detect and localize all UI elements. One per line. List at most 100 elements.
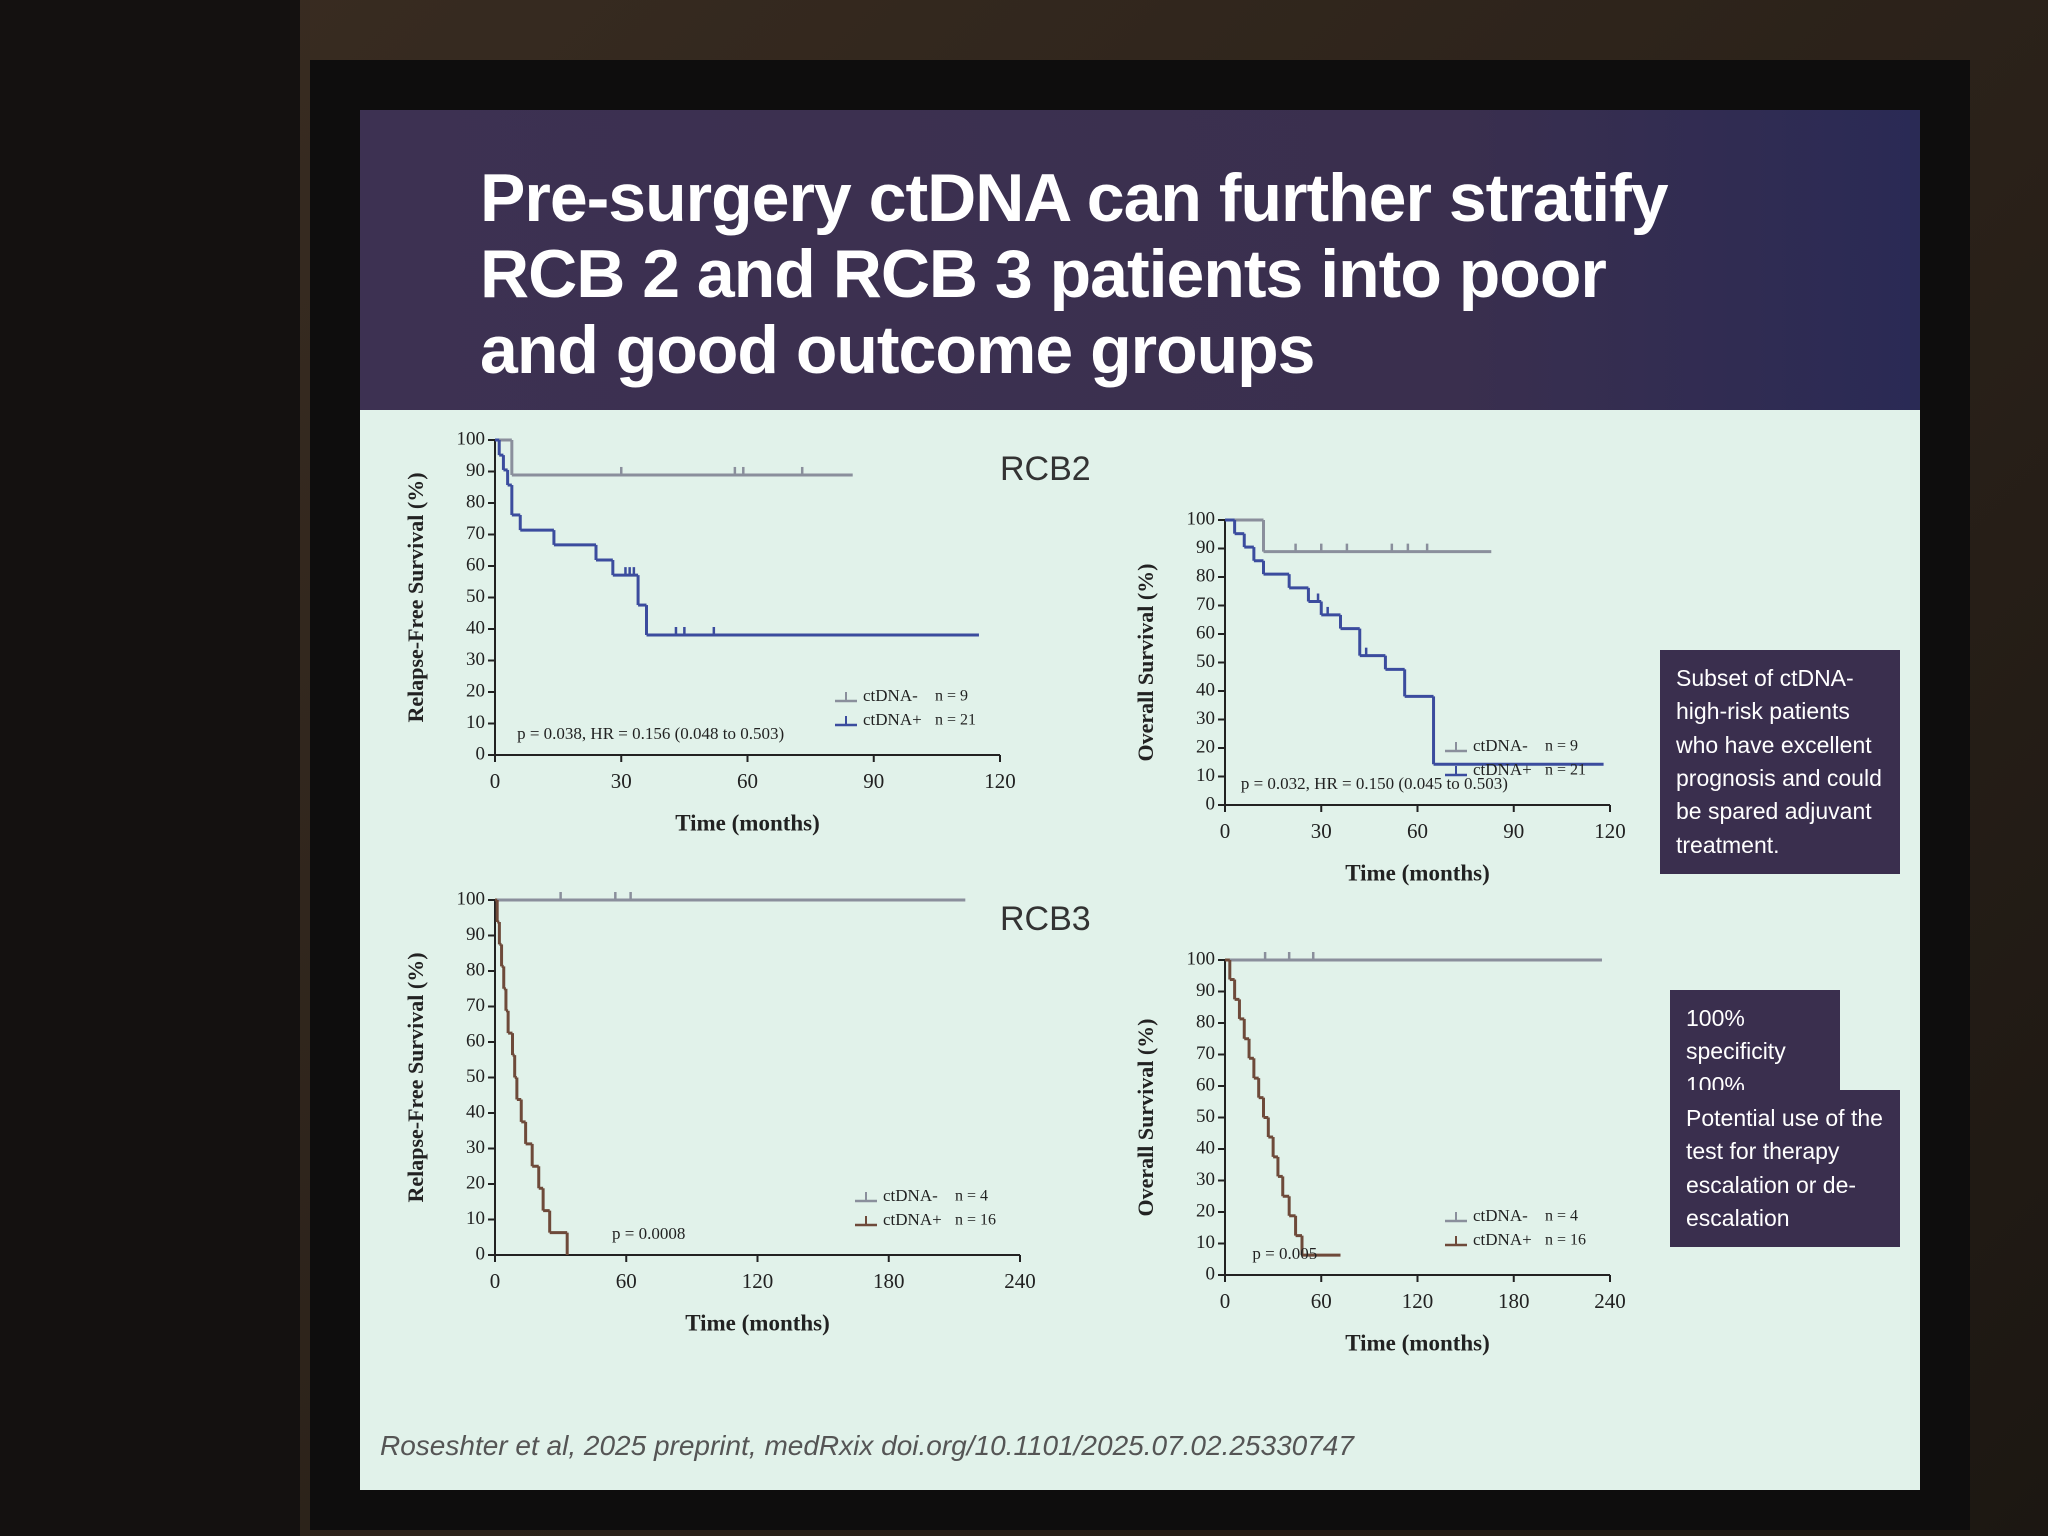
x-axis-label: Time (months) bbox=[1345, 1330, 1490, 1355]
legend-n: n = 21 bbox=[935, 712, 976, 729]
callout: Subset of ctDNA-high-risk patients who h… bbox=[1660, 650, 1900, 875]
legend-n: n = 4 bbox=[955, 1188, 988, 1205]
x-tick-label: 60 bbox=[1407, 819, 1428, 843]
x-tick-label: 120 bbox=[984, 769, 1016, 793]
legend-n: n = 9 bbox=[1545, 738, 1578, 755]
y-axis-label: Relapse-Free Survival (%) bbox=[403, 952, 428, 1202]
y-tick-label: 50 bbox=[466, 1066, 485, 1087]
legend-n: n = 4 bbox=[1545, 1208, 1578, 1225]
y-tick-label: 80 bbox=[1196, 565, 1215, 586]
y-tick-label: 70 bbox=[466, 995, 485, 1016]
y-tick-label: 100 bbox=[1187, 948, 1216, 969]
x-tick-label: 30 bbox=[1311, 819, 1332, 843]
legend-label: ctDNA- bbox=[863, 686, 918, 705]
y-tick-label: 80 bbox=[466, 491, 485, 512]
y-tick-label: 60 bbox=[1196, 1074, 1215, 1095]
callout-line: 100% specificity bbox=[1686, 1005, 1786, 1065]
x-tick-label: 60 bbox=[1311, 1289, 1332, 1313]
curtain bbox=[0, 0, 300, 1536]
legend-n: n = 9 bbox=[935, 688, 968, 705]
chart: 0 10 20 30 40 50 60 70 80 90 100 0 60 120 180 240 Relaps… bbox=[403, 888, 1036, 1335]
y-tick-label: 90 bbox=[1196, 980, 1215, 1001]
y-tick-label: 0 bbox=[1206, 793, 1216, 814]
title-band bbox=[360, 110, 1920, 410]
callout-line: Potential use of the test for therapy es… bbox=[1686, 1105, 1883, 1232]
x-tick-label: 30 bbox=[611, 769, 632, 793]
annotation: p = 0.0008 bbox=[612, 1224, 685, 1243]
x-tick-label: 180 bbox=[1498, 1289, 1530, 1313]
y-tick-label: 10 bbox=[466, 1208, 485, 1229]
x-tick-label: 0 bbox=[490, 769, 501, 793]
y-tick-label: 50 bbox=[466, 586, 485, 607]
y-tick-label: 30 bbox=[466, 649, 485, 670]
x-tick-label: 90 bbox=[863, 769, 884, 793]
y-axis-label: Overall Survival (%) bbox=[1133, 564, 1158, 762]
y-tick-label: 10 bbox=[1196, 765, 1215, 786]
chart: 0 10 20 30 40 50 60 70 80 90 100 0 60 120 180 240 Overal… bbox=[1133, 948, 1626, 1355]
y-tick-label: 100 bbox=[1187, 508, 1216, 529]
y-tick-label: 90 bbox=[466, 460, 485, 481]
y-tick-label: 80 bbox=[466, 959, 485, 980]
x-tick-label: 60 bbox=[737, 769, 758, 793]
y-tick-label: 40 bbox=[466, 617, 485, 638]
slide-title: Pre-surgery ctDNA can further stratify R… bbox=[480, 160, 1669, 389]
x-tick-label: 90 bbox=[1503, 819, 1524, 843]
x-tick-label: 60 bbox=[616, 1269, 637, 1293]
x-tick-label: 120 bbox=[1594, 819, 1626, 843]
y-tick-label: 40 bbox=[466, 1101, 485, 1122]
annotation: p = 0.038, HR = 0.156 (0.048 to 0.503) bbox=[517, 724, 784, 743]
y-axis-label: Relapse-Free Survival (%) bbox=[403, 472, 428, 722]
legend-n: n = 21 bbox=[1545, 762, 1586, 779]
y-tick-label: 20 bbox=[1196, 1200, 1215, 1221]
callout-line: Subset of ctDNA-high-risk patients who h… bbox=[1676, 665, 1882, 858]
legend-label: ctDNA- bbox=[1473, 1206, 1528, 1225]
y-tick-label: 20 bbox=[466, 680, 485, 701]
legend-label: ctDNA+ bbox=[1473, 1230, 1532, 1249]
y-tick-label: 20 bbox=[1196, 736, 1215, 757]
legend-label: ctDNA+ bbox=[863, 710, 922, 729]
y-tick-label: 30 bbox=[1196, 708, 1215, 729]
y-tick-label: 70 bbox=[1196, 1043, 1215, 1064]
x-tick-label: 0 bbox=[1220, 1289, 1231, 1313]
y-tick-label: 90 bbox=[1196, 537, 1215, 558]
y-tick-label: 100 bbox=[457, 428, 486, 449]
x-tick-label: 180 bbox=[873, 1269, 905, 1293]
y-tick-label: 60 bbox=[466, 554, 485, 575]
x-tick-label: 120 bbox=[742, 1269, 774, 1293]
chart: 0 10 20 30 40 50 60 70 80 90 100 0 30 60 90 120 Relapse-… bbox=[403, 428, 1016, 835]
y-tick-label: 10 bbox=[466, 712, 485, 733]
y-tick-label: 90 bbox=[466, 924, 485, 945]
slide: Pre-surgery ctDNA can further stratify R… bbox=[360, 110, 1920, 1490]
row-label: RCB2 bbox=[1000, 450, 1091, 488]
x-axis-label: Time (months) bbox=[1345, 860, 1490, 885]
annotation: p = 0.005 bbox=[1252, 1244, 1317, 1263]
x-tick-label: 120 bbox=[1402, 1289, 1434, 1313]
x-tick-label: 240 bbox=[1004, 1269, 1036, 1293]
legend-label: ctDNA- bbox=[1473, 736, 1528, 755]
y-tick-label: 20 bbox=[466, 1172, 485, 1193]
y-tick-label: 40 bbox=[1196, 1137, 1215, 1158]
x-tick-label: 240 bbox=[1594, 1289, 1626, 1313]
x-tick-label: 0 bbox=[490, 1269, 501, 1293]
y-tick-label: 10 bbox=[1196, 1232, 1215, 1253]
x-axis-label: Time (months) bbox=[675, 810, 820, 835]
y-tick-label: 100 bbox=[457, 888, 486, 909]
legend-label: ctDNA+ bbox=[1473, 760, 1532, 779]
x-axis-label: Time (months) bbox=[685, 1310, 830, 1335]
y-tick-label: 60 bbox=[466, 1030, 485, 1051]
y-tick-label: 40 bbox=[1196, 679, 1215, 700]
y-tick-label: 30 bbox=[1196, 1169, 1215, 1190]
y-tick-label: 70 bbox=[466, 523, 485, 544]
legend-label: ctDNA+ bbox=[883, 1210, 942, 1229]
y-tick-label: 0 bbox=[476, 743, 486, 764]
citation: Roseshter et al, 2025 preprint, medRxix … bbox=[380, 1430, 1354, 1461]
y-tick-label: 50 bbox=[1196, 651, 1215, 672]
y-tick-label: 80 bbox=[1196, 1011, 1215, 1032]
y-tick-label: 0 bbox=[1206, 1263, 1216, 1284]
chart: 0 10 20 30 40 50 60 70 80 90 100 0 30 60 90 120 Overall … bbox=[1133, 508, 1626, 885]
x-tick-label: 0 bbox=[1220, 819, 1231, 843]
y-tick-label: 30 bbox=[466, 1137, 485, 1158]
legend-n: n = 16 bbox=[955, 1212, 996, 1229]
legend-label: ctDNA- bbox=[883, 1186, 938, 1205]
